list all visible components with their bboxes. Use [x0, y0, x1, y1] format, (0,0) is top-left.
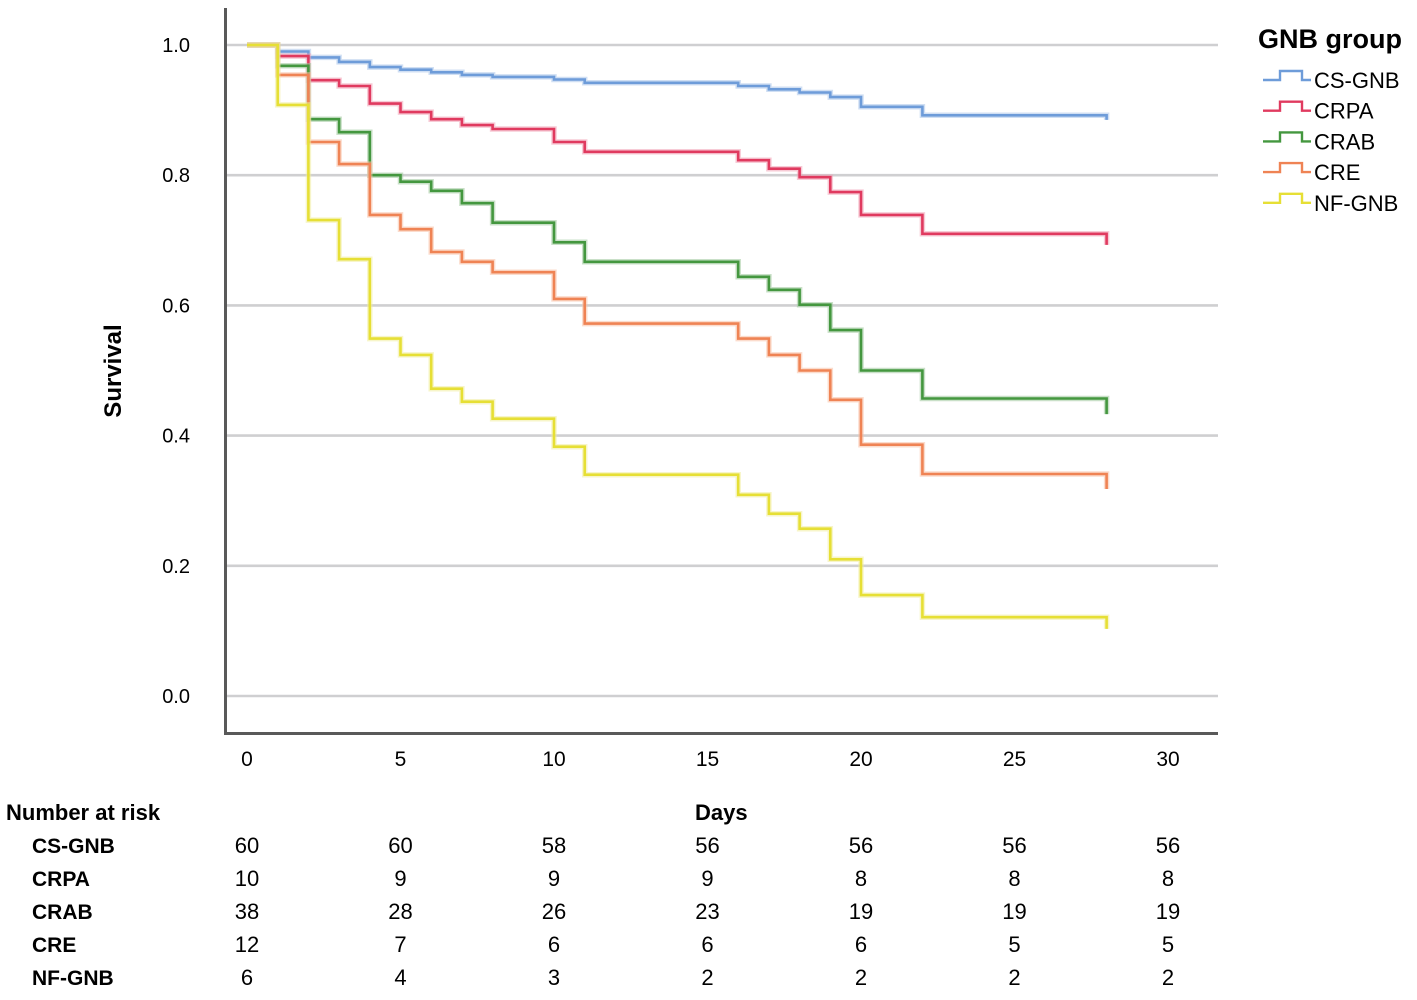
series-halo-NF-GNB [247, 42, 1110, 629]
risk-row-label: CS-GNB [32, 835, 115, 858]
risk-row-label: CRPA [32, 868, 90, 891]
legend-title: GNB group [1258, 24, 1402, 54]
legend-label-CRE: CRE [1314, 160, 1360, 185]
series-layer [247, 42, 1110, 629]
risk-row-label: NF-GNB [32, 967, 114, 990]
y-tick-label: 0.8 [162, 165, 190, 187]
risk-count-cell: 9 [394, 866, 406, 891]
y-tick-label: 0.2 [162, 556, 190, 578]
risk-count-cell: 56 [1002, 833, 1026, 858]
risk-count-cell: 60 [388, 833, 412, 858]
y-tick-label: 0.4 [162, 426, 190, 448]
risk-count-cell: 12 [235, 932, 259, 957]
risk-count-cell: 5 [1162, 932, 1174, 957]
series-path-CS-GNB [247, 43, 1108, 120]
risk-count-cell: 6 [241, 965, 253, 990]
risk-count-cell: 2 [701, 965, 713, 990]
risk-count-cell: 9 [548, 866, 560, 891]
risk-count-cell: 10 [235, 866, 259, 891]
risk-count-cell: 19 [849, 899, 873, 924]
series-path-CRE [247, 43, 1108, 489]
risk-count-cell: 8 [855, 866, 867, 891]
risk-count-cell: 2 [855, 965, 867, 990]
risk-count-cell: 56 [849, 833, 873, 858]
risk-count-cell: 7 [394, 932, 406, 957]
legend-swatch-icon-CRPA [1263, 100, 1311, 112]
x-tick-label: 10 [542, 748, 565, 771]
risk-count-cell: 8 [1162, 866, 1174, 891]
x-tick-label: 25 [1003, 748, 1026, 771]
legend-items-layer: CS-GNB CRPA CRAB CRE NF-GNB [1263, 68, 1400, 216]
risk-count-cell: 6 [701, 932, 713, 957]
risk-count-cell: 56 [695, 833, 719, 858]
gridlines-layer [227, 43, 1218, 698]
risk-count-cell: 38 [235, 899, 259, 924]
x-tick-label: 30 [1156, 748, 1179, 771]
series-path-NF-GNB [247, 43, 1108, 629]
legend-label-CRAB: CRAB [1314, 129, 1375, 154]
series-path-CRPA [247, 43, 1108, 245]
legend-label-CRPA: CRPA [1314, 99, 1374, 124]
risk-count-cell: 4 [394, 965, 406, 990]
x-tick-label: 15 [696, 748, 719, 771]
tick-labels-layer: 1.0 0.8 0.6 0.4 0.2 0.0 0 5 10 15 20 25 30 [162, 35, 1179, 771]
risk-count-cell: 6 [855, 932, 867, 957]
y-tick-label: 0.0 [162, 686, 190, 708]
series-halo-CRE [247, 42, 1110, 489]
risk-count-cell: 3 [548, 965, 560, 990]
risk-count-cell: 26 [542, 899, 566, 924]
risk-count-cell: 56 [1156, 833, 1180, 858]
legend-label-CS-GNB: CS-GNB [1314, 68, 1400, 93]
risk-count-cell: 9 [701, 866, 713, 891]
x-axis-title: Days [695, 800, 748, 825]
axes-layer [224, 8, 1218, 735]
y-axis-title: Survival [100, 324, 127, 417]
legend-swatch-icon-CRE [1263, 161, 1311, 174]
risk-count-cell: 2 [1008, 965, 1020, 990]
risk-row-label: CRE [32, 934, 76, 957]
legend-label-NF-GNB: NF-GNB [1314, 191, 1398, 216]
y-tick-label: 0.6 [162, 295, 190, 317]
risk-count-cell: 19 [1156, 899, 1180, 924]
risk-count-cell: 6 [548, 932, 560, 957]
x-tick-label: 20 [849, 748, 872, 771]
series-halo-CRAB [247, 42, 1110, 415]
x-tick-label: 0 [241, 748, 253, 771]
legend-swatch-icon-CRAB [1263, 131, 1311, 143]
risk-count-cell: 5 [1008, 932, 1020, 957]
risk-count-cell: 8 [1008, 866, 1020, 891]
risk-table-title: Number at risk [6, 800, 161, 825]
risk-count-cell: 58 [542, 833, 566, 858]
risk-count-cell: 2 [1162, 965, 1174, 990]
risk-count-cell: 23 [695, 899, 719, 924]
legend-swatch-icon-NF-GNB [1263, 192, 1311, 204]
risk-count-cell: 28 [388, 899, 412, 924]
series-path-CRAB [247, 43, 1108, 415]
risk-count-cell: 19 [1002, 899, 1026, 924]
x-tick-label: 5 [395, 748, 407, 771]
y-tick-label: 1.0 [162, 35, 190, 57]
risk-row-label: CRAB [32, 901, 93, 924]
risk-count-cell: 60 [235, 833, 259, 858]
legend-swatch-icon-CS-GNB [1263, 69, 1311, 82]
